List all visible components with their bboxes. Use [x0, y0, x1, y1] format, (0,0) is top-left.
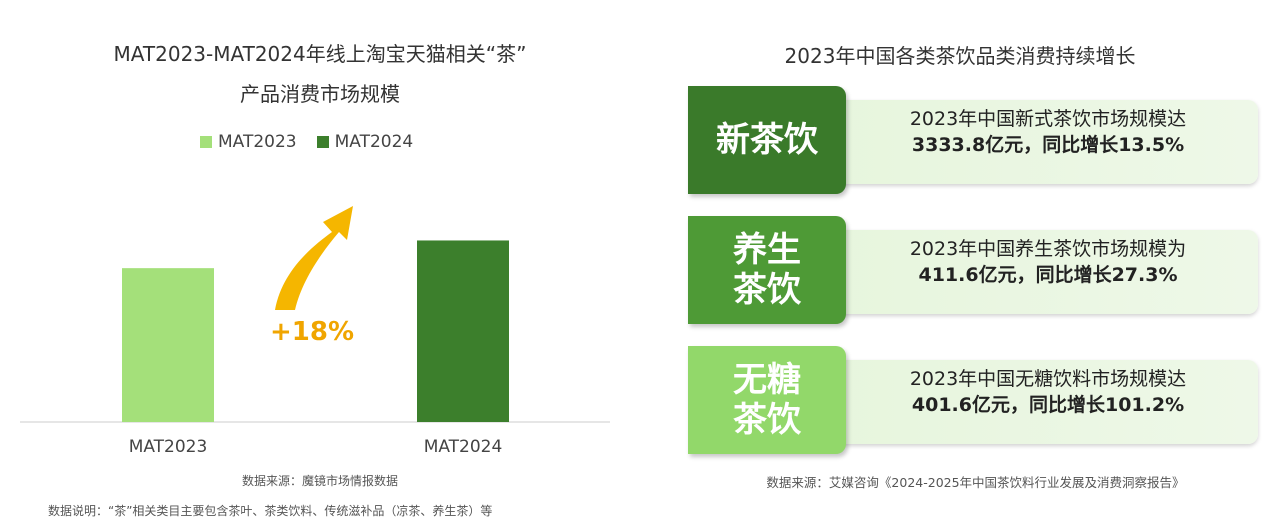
- category-label: 新茶饮: [716, 120, 818, 160]
- card-description: 2023年中国无糖饮料市场规模达 401.6亿元，同比增长101.2%: [853, 366, 1243, 418]
- legend-item-mat2024: MAT2024: [316, 132, 414, 152]
- card-panel: [788, 360, 1258, 444]
- legend-label-mat2023: MAT2023: [218, 132, 297, 152]
- card-description: 2023年中国新式茶饮市场规模达 3333.8亿元，同比增长13.5%: [853, 106, 1243, 158]
- card-desc-line2: 401.6亿元，同比增长101.2%: [911, 394, 1185, 416]
- card-desc-line1: 2023年中国无糖饮料市场规模达: [909, 368, 1187, 390]
- legend-item-mat2023: MAT2023: [200, 132, 297, 152]
- card-desc-line2: 3333.8亿元，同比增长13.5%: [911, 134, 1185, 156]
- category-card-sugarfree-tea: 无糖茶饮 2023年中国无糖饮料市场规模达 401.6亿元，同比增长101.2%: [688, 346, 1263, 454]
- card-desc-line1: 2023年中国养生茶饮市场规模为: [909, 238, 1187, 260]
- category-card-new-tea: 新茶饮 2023年中国新式茶饮市场规模达 3333.8亿元，同比增长13.5%: [688, 86, 1263, 194]
- category-card-health-tea: 养生茶饮 2023年中国养生茶饮市场规模为 411.6亿元，同比增长27.3%: [688, 216, 1263, 324]
- card-desc-line1: 2023年中国新式茶饮市场规模达: [909, 108, 1187, 130]
- x-tick-label: MAT2024: [424, 437, 503, 457]
- legend-swatch-mat2024: [316, 136, 329, 148]
- legend-label-mat2024: MAT2024: [334, 132, 414, 152]
- card-desc-line2: 411.6亿元，同比增长27.3%: [918, 264, 1178, 286]
- category-tile: 无糖茶饮: [688, 346, 846, 454]
- chart-title-line2: 产品消费市场规模: [240, 82, 400, 106]
- right-source: 数据来源：艾媒咨询《2024-2025年中国茶饮料行业发展及消费洞察报告》: [766, 475, 1185, 490]
- bar-mat2023: [122, 268, 214, 422]
- x-tick-label: MAT2023: [129, 437, 208, 457]
- growth-label: +18%: [270, 317, 354, 347]
- card-panel: [788, 100, 1258, 184]
- category-label: 无糖茶饮: [733, 360, 801, 440]
- left-note: 数据说明：“茶”相关类目主要包含茶叶、茶类饮料、传统滋补品（凉茶、养生茶）等: [48, 504, 493, 518]
- growth-arrow-icon: [275, 206, 353, 310]
- category-tile: 养生茶饮: [688, 216, 846, 324]
- bar-mat2024: [417, 240, 509, 422]
- category-tile: 新茶饮: [688, 86, 846, 194]
- chart-title-line1: MAT2023-MAT2024年线上淘宝天猫相关“茶”: [113, 42, 527, 66]
- legend-swatch-mat2023: [200, 136, 212, 148]
- bar-chart: MAT2023 MAT2024 +18%: [20, 206, 610, 457]
- left-source: 数据来源：魔镜市场情报数据: [241, 474, 398, 488]
- category-label: 养生茶饮: [733, 230, 801, 310]
- card-description: 2023年中国养生茶饮市场规模为 411.6亿元，同比增长27.3%: [853, 236, 1243, 288]
- card-panel: [788, 230, 1258, 314]
- right-panel-title: 2023年中国各类茶饮品类消费持续增长: [784, 44, 1136, 68]
- chart-legend: MAT2023 MAT2024: [200, 130, 413, 154]
